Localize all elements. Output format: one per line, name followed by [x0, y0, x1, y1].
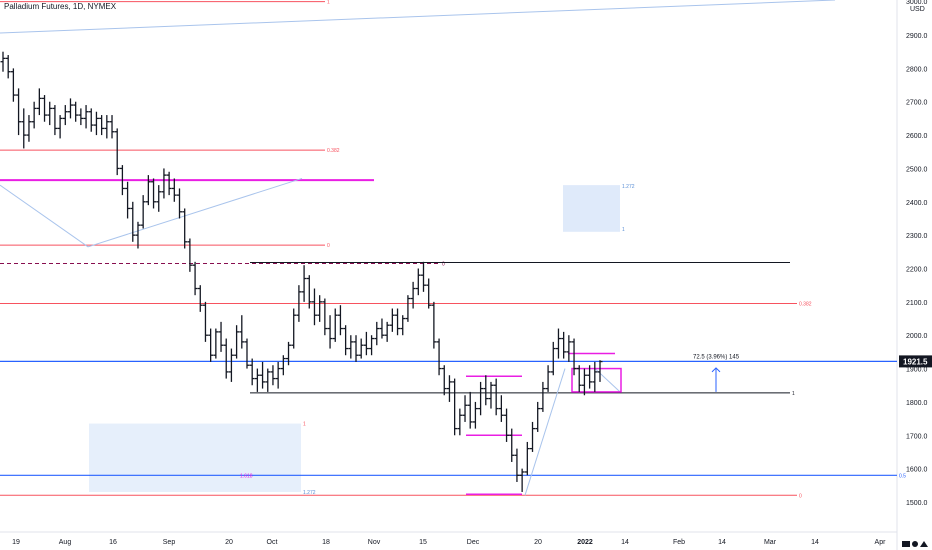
fib-box-label: 1	[622, 227, 625, 233]
price-tick-label: 1600.0	[906, 467, 928, 474]
time-tick-label: Oct	[267, 539, 278, 546]
price-tick-label: 1900.0	[906, 367, 928, 374]
trend-line[interactable]	[0, 0, 836, 34]
time-tick-label: 14	[718, 539, 726, 546]
time-tick-label: 19	[12, 539, 20, 546]
current-price-tag-label: 1921.5	[903, 357, 928, 366]
price-tick-label: 2700.0	[906, 100, 928, 107]
fib-box-label: 1.272	[303, 490, 316, 496]
price-tick-label: 3000.0	[906, 0, 928, 6]
price-tick-label: 2600.0	[906, 133, 928, 140]
time-tick-label: Nov	[368, 539, 381, 546]
annotation-level-label: 0.382	[327, 148, 340, 154]
price-tick-label: 2900.0	[906, 33, 928, 40]
time-tick-label: Aug	[59, 539, 72, 546]
annotation-level-label: 0	[327, 243, 330, 249]
fib-box-label: 1.272	[622, 184, 635, 190]
time-tick-label: 18	[322, 539, 330, 546]
price-tick-label: 1700.0	[906, 433, 928, 440]
annotation-level-label: 1	[327, 0, 330, 6]
measure-arrow-head[interactable]	[711, 367, 721, 373]
tradingview-logo-icon	[902, 541, 928, 547]
time-tick-label: Sep	[163, 539, 176, 546]
annotation-level-label: 0.5	[899, 473, 906, 479]
fib-extension-box[interactable]	[563, 185, 620, 232]
annotation-level-label: 0	[799, 493, 802, 499]
price-tick-label: 1500.0	[906, 500, 928, 507]
annotation-level-label: 0	[442, 261, 445, 267]
annotation-level-label: 1	[792, 391, 795, 397]
measure-label: 72.5 (3.96%) 145	[693, 354, 740, 360]
consolidation-box[interactable]	[571, 367, 622, 393]
fib-box-label: 1	[303, 422, 306, 428]
symbol-title: Palladium Futures, 1D, NYMEX	[4, 2, 117, 11]
price-tick-label: 2100.0	[906, 300, 928, 307]
time-tick-label: 20	[534, 539, 542, 546]
annotation-level-label: 0.382	[799, 302, 812, 308]
price-tick-label: 2400.0	[906, 200, 928, 207]
time-tick-label: Dec	[467, 539, 480, 546]
time-tick-label: 14	[811, 539, 819, 546]
time-tick-label: Feb	[673, 539, 685, 546]
current-price-tag	[899, 355, 932, 368]
price-tick-label: 2200.0	[906, 267, 928, 274]
time-tick-label: 2022	[577, 539, 593, 546]
time-tick-label: 20	[225, 539, 233, 546]
price-tick-label: 2300.0	[906, 233, 928, 240]
time-tick-label: 16	[109, 539, 117, 546]
price-tick-label: 2500.0	[906, 166, 928, 173]
price-tick-label: 2800.0	[906, 66, 928, 73]
price-tick-label: 2000.0	[906, 333, 928, 340]
swing-line[interactable]	[0, 177, 303, 248]
fib-extension-box[interactable]	[89, 423, 301, 492]
price-axis-unit: USD	[910, 6, 925, 13]
fib-box-label: 1.618	[240, 473, 253, 479]
price-tick-label: 1800.0	[906, 400, 928, 407]
swing-line[interactable]	[524, 368, 566, 496]
time-tick-label: Mar	[764, 539, 777, 546]
time-tick-label: 15	[419, 539, 427, 546]
time-tick-label: Apr	[875, 539, 887, 546]
time-tick-label: 14	[621, 539, 629, 546]
